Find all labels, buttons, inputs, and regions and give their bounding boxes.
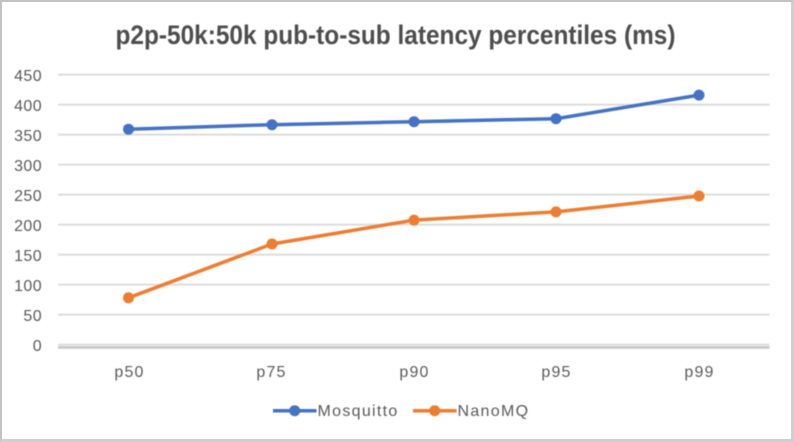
svg-text:p50: p50 [114,364,144,381]
svg-text:p99: p99 [684,364,714,381]
svg-text:250: 250 [14,188,42,205]
svg-text:p2p-50k:50k pub-to-sub latency: p2p-50k:50k pub-to-sub latency percentil… [116,20,676,50]
svg-text:0: 0 [33,338,42,355]
svg-text:350: 350 [14,128,42,145]
svg-text:Mosquitto: Mosquitto [318,403,399,420]
svg-text:100: 100 [14,278,42,295]
svg-text:p90: p90 [399,364,429,381]
svg-text:NanoMQ: NanoMQ [458,403,530,420]
svg-text:300: 300 [14,158,42,175]
svg-text:p95: p95 [541,364,571,381]
svg-text:450: 450 [14,68,42,85]
svg-text:150: 150 [14,248,42,265]
svg-text:50: 50 [23,308,42,325]
svg-text:200: 200 [14,218,42,235]
svg-text:p75: p75 [256,364,286,381]
svg-text:400: 400 [14,98,42,115]
